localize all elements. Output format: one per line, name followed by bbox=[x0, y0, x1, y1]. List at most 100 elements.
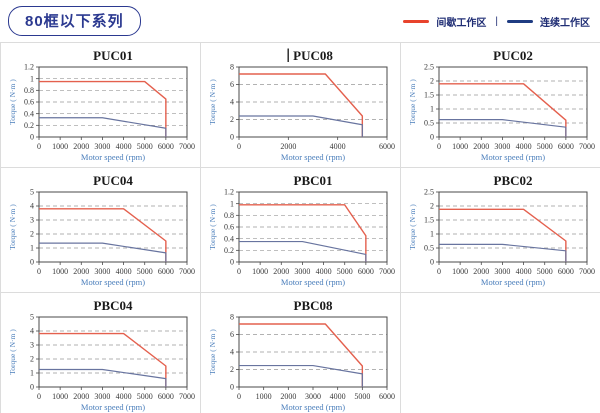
torque-speed-chart: PBC02 0 0.5 1 1.5 2 2.5 0 1000 2000 3000 4000 5000 60… bbox=[408, 173, 595, 287]
continuous-zone-line bbox=[239, 115, 363, 137]
intermittent-zone-line bbox=[239, 204, 367, 262]
y-axis-label: Torque ( N·m ) bbox=[408, 204, 417, 250]
y-tick-label: 4 bbox=[230, 98, 234, 107]
x-axis-label: Motor speed (rpm) bbox=[281, 152, 345, 162]
y-tick-label: 1 bbox=[230, 199, 234, 208]
y-tick-label: 0 bbox=[230, 258, 234, 267]
y-tick-label: 6 bbox=[230, 330, 234, 339]
torque-speed-chart: PUC01 0 0.2 0.4 0.6 0.8 1 1.2 0 1000 2000 3000 4000 5… bbox=[8, 48, 195, 162]
y-tick-label: 0 bbox=[230, 383, 234, 392]
torque-speed-chart: PBC01 0 0.2 0.4 0.6 0.8 1 1.2 0 1000 2000 3000 4000 5… bbox=[208, 173, 395, 287]
x-tick-label: 2000 bbox=[280, 142, 296, 151]
y-tick-label: 2 bbox=[430, 202, 434, 211]
x-tick-label: 1000 bbox=[52, 392, 68, 401]
y-tick-label: 1.2 bbox=[24, 63, 34, 72]
chart-title: PUC04 bbox=[93, 173, 133, 188]
continuous-zone-line bbox=[439, 243, 567, 262]
x-tick-label: 5000 bbox=[537, 267, 553, 276]
chart-cell-puc04: PUC04 0 1 2 3 4 5 0 1000 2000 3000 4000 5000 6000 7000… bbox=[1, 168, 201, 293]
chart-title: PUC01 bbox=[93, 48, 133, 63]
y-tick-label: 0.8 bbox=[224, 211, 234, 220]
y-axis-label: Torque ( N·m ) bbox=[208, 79, 217, 125]
x-tick-label: 3000 bbox=[494, 142, 510, 151]
chart-cell-pbc08: PBC08 0 2 4 6 8 0 1000 2000 3000 4000 5000 6000 Torqu… bbox=[201, 293, 401, 413]
x-tick-label: 0 bbox=[237, 392, 241, 401]
y-tick-label: 0.5 bbox=[424, 119, 434, 128]
x-tick-label: 6000 bbox=[379, 142, 395, 151]
x-tick-label: 5000 bbox=[337, 267, 353, 276]
y-tick-label: 5 bbox=[30, 188, 34, 197]
plot-border bbox=[438, 191, 588, 263]
x-tick-label: 2000 bbox=[473, 142, 489, 151]
continuous-zone-line bbox=[439, 119, 567, 137]
x-tick-label: 0 bbox=[237, 142, 241, 151]
y-tick-label: 0.8 bbox=[24, 86, 34, 95]
plot-border bbox=[438, 66, 588, 138]
chart-title: PBC02 bbox=[494, 173, 533, 188]
y-tick-label: 4 bbox=[230, 348, 234, 357]
x-tick-label: 3000 bbox=[94, 392, 110, 401]
x-tick-label: 6000 bbox=[558, 267, 574, 276]
y-axis-label: Torque ( N·m ) bbox=[8, 79, 17, 125]
y-tick-label: 2 bbox=[30, 355, 34, 364]
x-tick-label: 6000 bbox=[158, 392, 174, 401]
y-tick-label: 0 bbox=[30, 133, 34, 142]
y-tick-label: 0.6 bbox=[224, 223, 234, 232]
chart-title: PBC08 bbox=[294, 298, 334, 313]
chart-title: PBC01 bbox=[294, 173, 333, 188]
y-tick-label: 4 bbox=[30, 202, 34, 211]
intermittent-zone-line bbox=[439, 83, 567, 137]
x-tick-label: 0 bbox=[37, 142, 41, 151]
header: 80框以下系列 间歇工作区 | 连续工作区 bbox=[0, 0, 600, 42]
y-tick-label: 2 bbox=[230, 365, 234, 374]
y-tick-label: 0.4 bbox=[24, 109, 34, 118]
torque-speed-chart: PUC04 0 1 2 3 4 5 0 1000 2000 3000 4000 5000 6000 7000… bbox=[8, 173, 195, 287]
y-tick-label: 0.5 bbox=[424, 244, 434, 253]
y-tick-label: 0.2 bbox=[224, 246, 234, 255]
series-badge: 80框以下系列 bbox=[8, 6, 141, 36]
y-tick-label: 0 bbox=[30, 258, 34, 267]
y-tick-label: 1 bbox=[30, 369, 34, 378]
torque-speed-chart: PBC04 0 1 2 3 4 5 0 1000 2000 3000 4000 5000 6000 7000… bbox=[8, 298, 195, 412]
y-tick-label: 0 bbox=[430, 258, 434, 267]
x-tick-label: 1000 bbox=[52, 267, 68, 276]
x-tick-label: 6000 bbox=[558, 142, 574, 151]
y-tick-label: 0 bbox=[430, 133, 434, 142]
legend: 间歇工作区 | 连续工作区 bbox=[403, 14, 590, 29]
x-tick-label: 4000 bbox=[330, 392, 346, 401]
y-tick-label: 0.4 bbox=[224, 234, 234, 243]
intermittent-zone-line bbox=[39, 332, 167, 387]
y-tick-label: 0.6 bbox=[24, 98, 34, 107]
y-axis-label: Torque ( N·m ) bbox=[8, 329, 17, 375]
x-tick-label: 0 bbox=[237, 267, 241, 276]
x-tick-label: 7000 bbox=[179, 267, 195, 276]
empty-cell bbox=[401, 293, 600, 413]
y-tick-label: 5 bbox=[30, 313, 34, 322]
y-axis-label: Torque ( N·m ) bbox=[8, 204, 17, 250]
continuous-zone-swatch bbox=[507, 19, 533, 23]
intermittent-zone-line bbox=[239, 73, 364, 137]
continuous-zone-line bbox=[239, 240, 367, 262]
x-tick-label: 1000 bbox=[452, 267, 468, 276]
y-tick-label: 1 bbox=[30, 244, 34, 253]
x-tick-label: 4000 bbox=[330, 142, 346, 151]
x-tick-label: 4000 bbox=[516, 267, 532, 276]
y-tick-label: 2.5 bbox=[424, 63, 434, 72]
x-tick-label: 5000 bbox=[354, 392, 370, 401]
x-tick-label: 0 bbox=[37, 267, 41, 276]
y-tick-label: 4 bbox=[30, 327, 34, 336]
continuous-zone-line bbox=[39, 242, 167, 262]
x-tick-label: 4000 bbox=[316, 267, 332, 276]
chart-cell-pbc01: PBC01 0 0.2 0.4 0.6 0.8 1 1.2 0 1000 2000 3000 4000 5… bbox=[201, 168, 401, 293]
y-tick-label: 2 bbox=[230, 115, 234, 124]
y-tick-label: 0 bbox=[230, 133, 234, 142]
chart-title: PUC02 bbox=[493, 48, 533, 63]
text-cursor bbox=[287, 48, 289, 62]
y-tick-label: 0.2 bbox=[24, 121, 34, 130]
intermittent-zone-line bbox=[239, 323, 364, 387]
y-tick-label: 1 bbox=[430, 105, 434, 114]
torque-speed-chart: PBC08 0 2 4 6 8 0 1000 2000 3000 4000 5000 6000 Torqu… bbox=[208, 298, 395, 412]
series-badge-label: 80框以下系列 bbox=[25, 13, 124, 30]
y-tick-label: 8 bbox=[230, 313, 234, 322]
